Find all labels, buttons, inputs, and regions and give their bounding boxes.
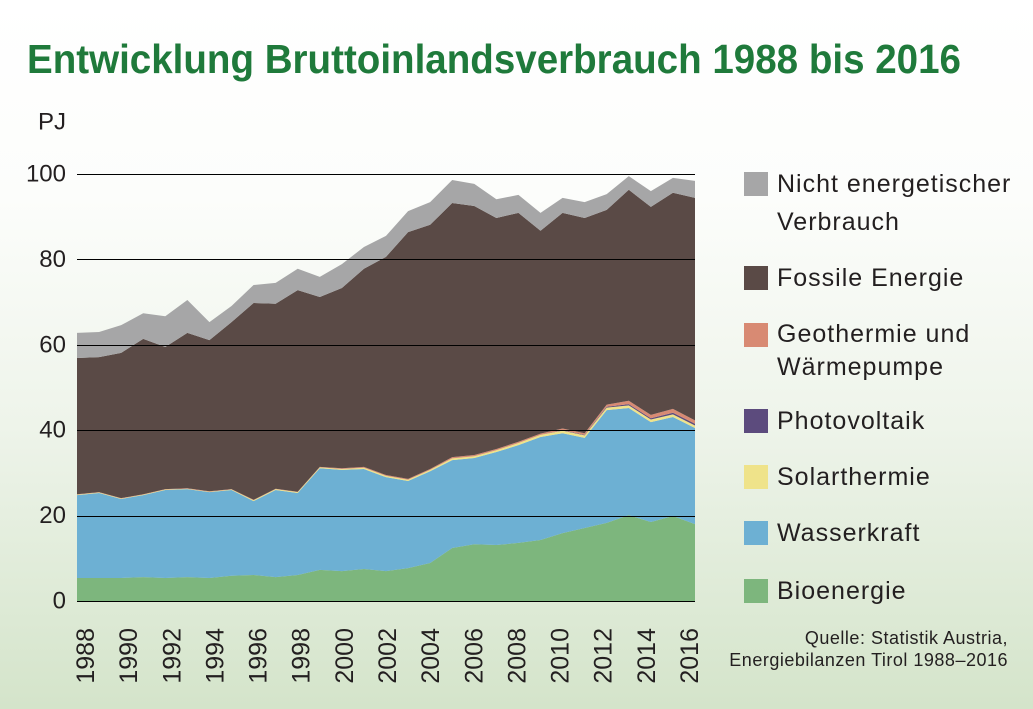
area-bioenergie bbox=[77, 515, 695, 601]
legend-label: Solarthermie bbox=[777, 463, 931, 491]
y-tick-label: 20 bbox=[39, 502, 66, 529]
source-line: Energiebilanzen Tirol 1988–2016 bbox=[729, 650, 1008, 670]
legend-swatch bbox=[744, 465, 768, 489]
x-tick-labels: 1988 1990 1992 1994 1996 1998 2000 2002 2004 2006… bbox=[72, 628, 704, 684]
y-tick-label: 40 bbox=[39, 417, 66, 444]
y-tick-label: 0 bbox=[53, 588, 66, 615]
legend-swatch bbox=[744, 323, 768, 347]
legend-swatch bbox=[744, 521, 768, 545]
legend-label: Bioenergie bbox=[777, 577, 907, 605]
legend-swatch bbox=[744, 409, 768, 433]
source-note: Quelle: Statistik Austria, Energiebilanz… bbox=[729, 627, 1008, 671]
x-tick-label: 1988 bbox=[72, 628, 100, 684]
legend-label: Photovoltaik bbox=[777, 407, 926, 435]
area-layer bbox=[77, 176, 695, 601]
x-tick-label: 2016 bbox=[676, 628, 704, 684]
y-tick-label: 80 bbox=[39, 246, 66, 273]
x-tick-label: 1992 bbox=[158, 628, 186, 684]
x-tick-label: 1990 bbox=[115, 628, 143, 684]
legend-swatch bbox=[744, 172, 768, 196]
legend-label: Wasserkraft bbox=[777, 519, 921, 547]
x-tick-label: 1994 bbox=[201, 628, 229, 684]
legend-item-wasserkraft: Wasserkraft bbox=[744, 514, 1032, 552]
y-tick-label: 100 bbox=[26, 161, 66, 188]
x-tick-label: 2012 bbox=[590, 628, 618, 684]
x-tick-label: 2008 bbox=[503, 628, 531, 684]
y-tick-label: 60 bbox=[39, 331, 66, 358]
x-tick-label: 2010 bbox=[547, 628, 575, 684]
x-tick-label: 2004 bbox=[417, 628, 445, 684]
legend-label: Geothermie und Wärmepumpe bbox=[777, 320, 971, 381]
legend-label: Fossile Energie bbox=[777, 264, 965, 292]
legend-label: Nicht energetischer Verbrauch bbox=[777, 170, 1012, 236]
area-wasserkraft bbox=[77, 408, 695, 578]
source-line: Quelle: Statistik Austria, bbox=[804, 628, 1008, 648]
x-tick-label: 2014 bbox=[633, 628, 661, 684]
legend-swatch bbox=[744, 579, 768, 603]
legend-item-solarthermie: Solarthermie bbox=[744, 458, 1032, 496]
legend-item-photovoltaik: Photovoltaik bbox=[744, 402, 1032, 440]
area-nicht-energetischer-verbrauch bbox=[77, 176, 695, 359]
legend-item-nicht-energetischer-verbrauch: Nicht energetischer Verbrauch bbox=[744, 165, 1032, 241]
x-tick-label: 2000 bbox=[331, 628, 359, 684]
legend-item-fossile-energie: Fossile Energie bbox=[744, 259, 1032, 297]
x-tick-label: 1996 bbox=[245, 628, 273, 684]
y-axis-unit-label: PJ bbox=[38, 109, 66, 136]
grid-layer bbox=[77, 174, 695, 602]
x-tick-label: 2002 bbox=[374, 628, 402, 684]
legend-item-bioenergie: Bioenergie bbox=[744, 572, 1032, 610]
legend-swatch bbox=[744, 266, 768, 290]
x-tick-label: 1998 bbox=[288, 628, 316, 684]
legend-item-geothermie-und-waermepumpe: Geothermie und Wärmepumpe bbox=[744, 318, 1032, 384]
x-tick-label: 2006 bbox=[460, 628, 488, 684]
chart-title: Entwicklung Bruttoinlandsverbrauch 1988 … bbox=[27, 36, 961, 82]
y-tick-labels: 0 20 40 60 80 100 bbox=[26, 161, 66, 615]
area-fossile-energie bbox=[77, 189, 695, 500]
